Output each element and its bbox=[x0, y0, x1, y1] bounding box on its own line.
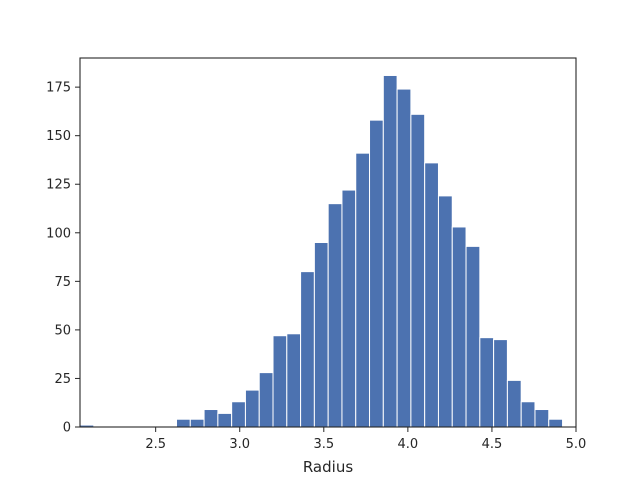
histogram-bar-27 bbox=[451, 226, 467, 428]
y-tick-label: 50 bbox=[54, 323, 71, 338]
histogram-bar-20 bbox=[355, 152, 371, 428]
histogram-bar-11 bbox=[231, 401, 246, 428]
y-tick-label: 150 bbox=[46, 129, 71, 144]
histogram-bar-22 bbox=[382, 74, 398, 428]
histogram-bar-25 bbox=[424, 162, 439, 428]
histogram-bar-17 bbox=[313, 242, 329, 428]
plot-frame bbox=[79, 57, 577, 428]
histogram-bar-34 bbox=[548, 418, 564, 428]
histogram-bar-14 bbox=[272, 335, 288, 428]
histogram-bar-29 bbox=[479, 337, 495, 428]
histogram-bar-12 bbox=[244, 389, 260, 428]
histogram-bar-10 bbox=[217, 412, 233, 428]
histogram-bar-33 bbox=[534, 409, 550, 428]
y-tick-label: 0 bbox=[63, 421, 71, 436]
histogram-bar-19 bbox=[341, 189, 357, 428]
histogram-bar-24 bbox=[410, 113, 426, 428]
histogram-bar-16 bbox=[300, 271, 315, 428]
x-tick-label: 3.0 bbox=[229, 437, 250, 452]
y-tick-label: 100 bbox=[46, 226, 71, 241]
histogram-bar-15 bbox=[286, 333, 302, 428]
histogram-bar-28 bbox=[465, 245, 481, 428]
histogram-bar-31 bbox=[506, 379, 522, 428]
y-axis-ticks: 0 25 50 75 100 125 150 175 bbox=[46, 81, 80, 436]
y-tick-label: 175 bbox=[46, 81, 71, 96]
x-axis-ticks: 2.5 3.0 3.5 4.0 4.5 5.0 bbox=[145, 427, 586, 452]
x-tick-label: 4.5 bbox=[482, 437, 503, 452]
y-tick-label: 75 bbox=[54, 275, 71, 290]
histogram-bar-21 bbox=[369, 119, 384, 428]
histogram-bar-13 bbox=[258, 372, 274, 428]
bars-layer bbox=[79, 74, 564, 428]
x-tick-label: 4.0 bbox=[398, 437, 419, 452]
histogram-bar-26 bbox=[437, 195, 453, 428]
x-axis-label: Radius bbox=[303, 458, 353, 476]
y-tick-label: 125 bbox=[46, 178, 71, 193]
histogram-bar-8 bbox=[189, 418, 205, 428]
histogram-bar-18 bbox=[327, 203, 343, 428]
histogram-bar-23 bbox=[396, 88, 412, 428]
x-tick-label: 2.5 bbox=[145, 437, 166, 452]
y-tick-label: 25 bbox=[54, 372, 71, 387]
histogram-bar-30 bbox=[493, 339, 508, 428]
histogram-bar-9 bbox=[203, 409, 219, 428]
histogram-bar-32 bbox=[520, 401, 536, 428]
x-tick-label: 5.0 bbox=[566, 437, 587, 452]
x-tick-label: 3.5 bbox=[313, 437, 334, 452]
histogram-bar-7 bbox=[176, 418, 191, 428]
